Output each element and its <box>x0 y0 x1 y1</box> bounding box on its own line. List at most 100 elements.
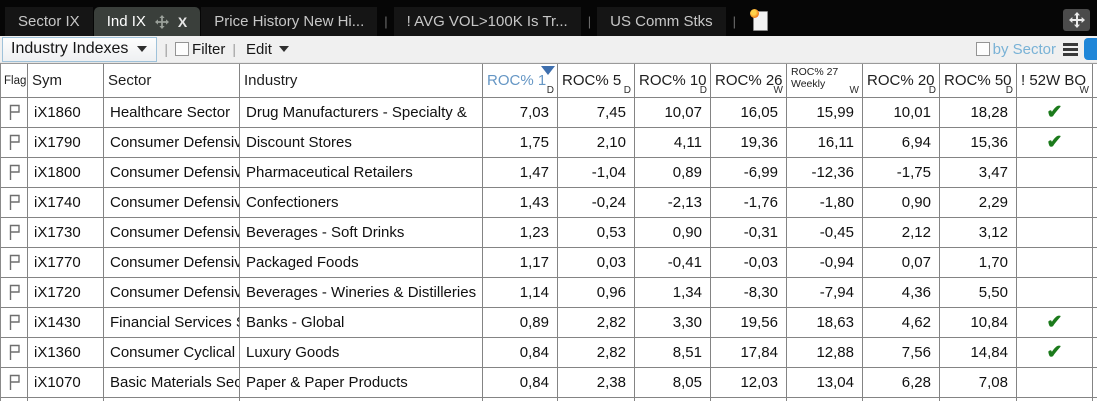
menu-icon[interactable] <box>1063 42 1078 56</box>
chevron-down-icon <box>137 46 148 52</box>
bo-52w-cell: ✔ <box>1017 308 1093 337</box>
watchlist-dropdown[interactable]: Industry Indexes <box>2 36 158 62</box>
checkmark-icon: ✔ <box>1046 312 1063 333</box>
new-document-spark <box>750 9 760 18</box>
value-cell: 13,04 <box>787 368 863 397</box>
timeframe-sub-label: W <box>773 85 783 96</box>
industry-cell: Luxury Goods <box>240 338 483 367</box>
column-header-sym[interactable]: Sym <box>28 64 104 97</box>
industry-cell <box>240 398 483 401</box>
value-cell: -0,45 <box>787 218 863 247</box>
bo-52w-cell: ✔ <box>1017 338 1093 367</box>
app-blue-icon[interactable] <box>1084 38 1097 60</box>
filter-checkbox[interactable] <box>175 42 190 56</box>
overflow-cell <box>1093 128 1097 157</box>
column-header-flag[interactable]: Flag <box>1 64 28 97</box>
value-cell: 18,28 <box>940 98 1017 127</box>
edit-menu-button[interactable]: Edit <box>246 40 272 58</box>
flag-icon[interactable] <box>1 248 28 277</box>
value-cell: 2,82 <box>558 308 635 337</box>
tab-move-icon[interactable] <box>154 14 169 29</box>
new-document-icon[interactable] <box>750 9 770 33</box>
tab-avg-vol-100k-is-tr[interactable]: ! AVG VOL>100K Is Tr... <box>393 7 581 36</box>
tab-sector-ix[interactable]: Sector IX <box>5 7 93 36</box>
industry-index-table: Flag Sym Sector Industry ROC% 1 D ROC% 5 D ROC% … <box>0 63 1097 401</box>
value-cell: 17,84 <box>711 338 787 367</box>
tab-ind-ix[interactable]: Ind IX X <box>93 7 201 36</box>
value-cell: -1,76 <box>711 188 787 217</box>
value-cell: 19,56 <box>711 308 787 337</box>
table-row[interactable]: iX1800 Consumer Defensiv Pharmaceutical Re… <box>1 158 1097 188</box>
tab-us-comm-stks[interactable]: US Comm Stks <box>597 7 726 36</box>
overflow-cell <box>1093 188 1097 217</box>
value-cell: 16,05 <box>711 98 787 127</box>
flag-icon[interactable] <box>1 308 28 337</box>
timeframe-sub-label: W <box>1079 85 1089 96</box>
sym-cell: iX1070 <box>28 368 104 397</box>
table-row[interactable]: iX1790 Consumer Defensiv Discount Stores 1,… <box>1 128 1097 158</box>
value-cell: -2,13 <box>635 188 711 217</box>
industry-cell: Pharmaceutical Retailers <box>240 158 483 187</box>
tab-divider: | <box>384 14 388 29</box>
value-cell: 10,84 <box>940 308 1017 337</box>
table-row[interactable]: iX1070 Basic Materials Sect Paper & Paper … <box>1 368 1097 398</box>
table-row[interactable]: iX1430 Financial Services S Banks - Global… <box>1 308 1097 338</box>
table-row[interactable]: iX1360 Consumer Cyclical Luxury Goods 0,84 2… <box>1 338 1097 368</box>
checkmark-icon: ✔ <box>1046 342 1063 363</box>
flag-icon[interactable] <box>1 158 28 187</box>
tab-label: Ind IX <box>106 13 146 30</box>
flag-icon[interactable] <box>1 218 28 247</box>
partial-row[interactable] <box>1 398 1097 401</box>
value-cell: -0,41 <box>635 248 711 277</box>
by-sector-checkbox[interactable] <box>975 42 990 56</box>
toolbar-right-group: by Sector <box>975 38 1097 60</box>
value-cell: 7,08 <box>940 368 1017 397</box>
flag-icon[interactable] <box>1 188 28 217</box>
sector-cell: Consumer Defensiv <box>104 278 240 307</box>
table-row[interactable]: iX1730 Consumer Defensiv Beverages - Soft … <box>1 218 1097 248</box>
overflow-cell <box>1093 218 1097 247</box>
toolbar-separator: | <box>232 41 237 57</box>
sector-cell: Consumer Defensiv <box>104 128 240 157</box>
table-row[interactable]: iX1860 Healthcare Sector Drug Manufacturer… <box>1 98 1097 128</box>
value-cell <box>940 398 1017 401</box>
value-cell: 4,62 <box>863 308 940 337</box>
value-cell: 0,84 <box>483 338 558 367</box>
value-cell: 1,47 <box>483 158 558 187</box>
tab-close-icon[interactable]: X <box>177 13 188 30</box>
value-cell: 4,11 <box>635 128 711 157</box>
column-header-industry[interactable]: Industry <box>240 64 483 97</box>
column-header-sector[interactable]: Sector <box>104 64 240 97</box>
flag-icon[interactable] <box>1 128 28 157</box>
window-move-button[interactable] <box>1063 9 1090 31</box>
value-cell: 12,03 <box>711 368 787 397</box>
industry-cell: Packaged Foods <box>240 248 483 277</box>
flag-icon[interactable] <box>1 398 28 401</box>
table-row[interactable]: iX1740 Consumer Defensiv Confectioners 1,43… <box>1 188 1097 218</box>
tab-price-history-new-hi[interactable]: Price History New Hi... <box>201 7 378 36</box>
column-header-52w-bo[interactable]: ! 52W BO W <box>1017 64 1093 97</box>
value-cell: 0,96 <box>558 278 635 307</box>
tab-label: ! AVG VOL>100K Is Tr... <box>406 13 568 30</box>
flag-icon[interactable] <box>1 98 28 127</box>
bo-52w-cell <box>1017 278 1093 307</box>
column-header-roc-50[interactable]: ROC% 50 D <box>940 64 1017 97</box>
flag-icon[interactable] <box>1 278 28 307</box>
table-row[interactable]: iX1720 Consumer Defensiv Beverages - Winer… <box>1 278 1097 308</box>
flag-icon[interactable] <box>1 368 28 397</box>
sym-cell <box>28 398 104 401</box>
value-cell: 7,56 <box>863 338 940 367</box>
timeframe-sub-label: D <box>623 85 631 96</box>
value-cell: 15,36 <box>940 128 1017 157</box>
column-header-roc-20[interactable]: ROC% 20 D <box>863 64 940 97</box>
value-cell: 3,12 <box>940 218 1017 247</box>
column-header-roc-26[interactable]: ROC% 26 W <box>711 64 787 97</box>
sector-cell: Consumer Defensiv <box>104 188 240 217</box>
table-row[interactable]: iX1770 Consumer Defensiv Packaged Foods 1,1… <box>1 248 1097 278</box>
flag-icon[interactable] <box>1 338 28 367</box>
column-header-roc-10[interactable]: ROC% 10 D <box>635 64 711 97</box>
overflow-cell <box>1093 338 1097 367</box>
column-header-roc-27-weekly[interactable]: ROC% 27 Weekly W <box>787 64 863 97</box>
